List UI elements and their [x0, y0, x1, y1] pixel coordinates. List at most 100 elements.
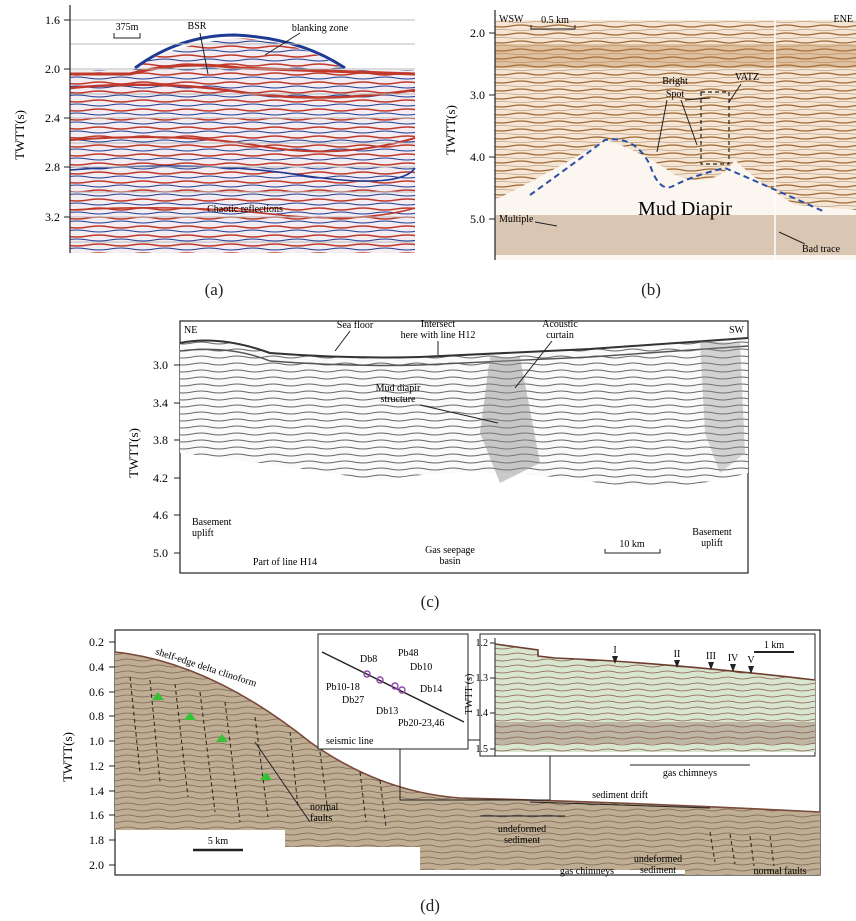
basement-uplift-left: uplift	[192, 528, 214, 539]
tick-label: 3.0	[153, 358, 168, 372]
undeformed-sediment-label: sediment	[640, 865, 676, 876]
intersect-label: here with line H12	[401, 330, 476, 341]
scale-bar-label: 375m	[116, 22, 139, 33]
sediment-drift-label: sediment drift	[592, 790, 648, 801]
chimney-label-iii: III	[706, 651, 716, 662]
tick-label: 5.0	[470, 212, 485, 226]
well-label: Db13	[376, 706, 398, 717]
tick-label: 3.0	[470, 88, 485, 102]
intersect-label: Intersect	[421, 319, 456, 330]
basement-uplift-right: Basement	[692, 527, 732, 538]
basement-uplift-right: uplift	[701, 538, 723, 549]
tick-label: 2.0	[470, 26, 485, 40]
direction-left: NE	[184, 325, 197, 336]
tick-label: 1.0	[89, 734, 104, 748]
panel-a-caption: (a)	[204, 280, 224, 299]
tick-label: 5.0	[153, 546, 168, 560]
tick-label: 0.4	[89, 660, 104, 674]
gas-seepage-label: Gas seepage	[425, 545, 475, 556]
well-label: Pb48	[398, 648, 419, 659]
bright-spot-label: Spot	[666, 89, 685, 100]
acoustic-curtain-label: Acoustic	[542, 319, 578, 330]
sea-floor-label: Sea floor	[337, 320, 374, 331]
mud-diapir-body	[495, 140, 856, 260]
tick-label: 1.2	[89, 759, 104, 773]
tick-label: 0.2	[89, 635, 104, 649]
panel-a: 1.6 2.0 2.4 2.8 3.2 TWTT(s) 375m BSR bla…	[12, 5, 416, 253]
tick-label: 3.8	[153, 433, 168, 447]
seismic-line-label: seismic line	[326, 736, 374, 747]
acoustic-curtain-shape	[480, 357, 540, 483]
scale-bar-label: 0.5 km	[541, 15, 569, 26]
tick-label: 2.8	[45, 160, 60, 174]
map-well-labels: Db8 Pb48 Db10 Pb10-18 Db14 Db27 Db13 Pb2…	[326, 648, 444, 729]
chimney-label-iv: IV	[728, 653, 739, 664]
tick-label: 2.0	[45, 62, 60, 76]
mud-diapir-label: Mud Diapir	[638, 198, 732, 220]
inset-tick: 1.3	[476, 673, 489, 684]
multiple-label: Multiple	[499, 214, 534, 225]
bright-spot-label: Bright	[662, 76, 688, 87]
bad-trace-label: Bad trace	[802, 244, 841, 255]
mud-diapir-label: Mud diapir	[376, 383, 421, 394]
acoustic-curtain-label: curtain	[546, 330, 574, 341]
tick-label: 0.6	[89, 685, 104, 699]
basement-uplift-left: Basement	[192, 517, 232, 528]
well-label: Db14	[420, 684, 442, 695]
tick-label: 4.0	[470, 150, 485, 164]
inset-scale-label: 1 km	[764, 640, 785, 651]
undeformed-sediment-label: sediment	[504, 835, 540, 846]
tick-label: 1.4	[89, 784, 104, 798]
y-axis-label: TWTT(s)	[126, 428, 141, 478]
vatz-label: VATZ	[735, 72, 759, 83]
mud-diapir-label: structure	[381, 394, 417, 405]
well-label: Pb10-18	[326, 682, 360, 693]
undeformed-sediment-label: undeformed	[498, 824, 546, 835]
panel-b: 2.0 3.0 4.0 5.0 TWTT(s) WSW ENE 0.5 km B…	[443, 10, 856, 260]
normal-faults-label: normal	[310, 802, 339, 813]
tick-label: 2.0	[89, 858, 104, 872]
chaotic-label: Chaotic reflections	[207, 204, 283, 215]
chimney-label-v: V	[747, 655, 755, 666]
gas-chimneys-inset-label: gas chimneys	[663, 768, 717, 779]
blanking-zone-label: blanking zone	[292, 23, 349, 34]
scale-bar-label: 10 km	[619, 539, 645, 550]
line-label: Part of line H14	[253, 557, 317, 568]
well-label: Db10	[410, 662, 432, 673]
tick-label: 3.4	[153, 396, 168, 410]
inset-y-label: TWTT (s)	[464, 674, 475, 715]
tick-label: 4.2	[153, 471, 168, 485]
chimney-label-i: I	[613, 645, 616, 656]
normal-faults-right-label: normal faults	[753, 866, 806, 877]
y-axis-label: TWTT(s)	[60, 732, 75, 782]
tick-label: 1.8	[89, 833, 104, 847]
tick-label: 3.2	[45, 210, 60, 224]
y-axis-label: TWTT(s)	[443, 105, 458, 155]
panel-d-caption: (d)	[420, 896, 440, 915]
gas-chimneys-label: gas chimneys	[560, 866, 614, 877]
panel-c-caption: (c)	[420, 592, 440, 611]
location-map-inset	[317, 633, 469, 750]
well-label: Db27	[342, 695, 364, 706]
panel-d: 0.2 0.4 0.6 0.8 1.0 1.2 1.4 1.6 1.8 2.0 …	[60, 629, 821, 877]
normal-faults-label: faults	[310, 813, 332, 824]
tick-label: 1.6	[89, 808, 104, 822]
scale-bar-label: 5 km	[208, 836, 229, 847]
well-label: Pb20-23,46	[398, 718, 444, 729]
well-label: Db8	[360, 654, 377, 665]
direction-right: ENE	[834, 14, 853, 25]
tick-label: 2.4	[45, 111, 60, 125]
tick-label: 1.6	[45, 13, 60, 27]
direction-right: SW	[729, 325, 745, 336]
panel-c: 3.0 3.4 3.8 4.2 4.6 5.0 TWTT(s) NE SW Se…	[126, 319, 749, 574]
tick-label: 0.8	[89, 709, 104, 723]
y-axis-ticks-a	[64, 19, 70, 218]
inset-tick: 1.2	[476, 638, 489, 649]
bsr-label: BSR	[188, 21, 207, 32]
y-axis-label: TWTT(s)	[12, 110, 27, 160]
inset-tick: 1.5	[476, 744, 489, 755]
inset-tick: 1.4	[476, 708, 489, 719]
direction-left: WSW	[499, 14, 524, 25]
undeformed-sediment-label: undeformed	[634, 854, 682, 865]
chimney-label-ii: II	[674, 649, 681, 660]
